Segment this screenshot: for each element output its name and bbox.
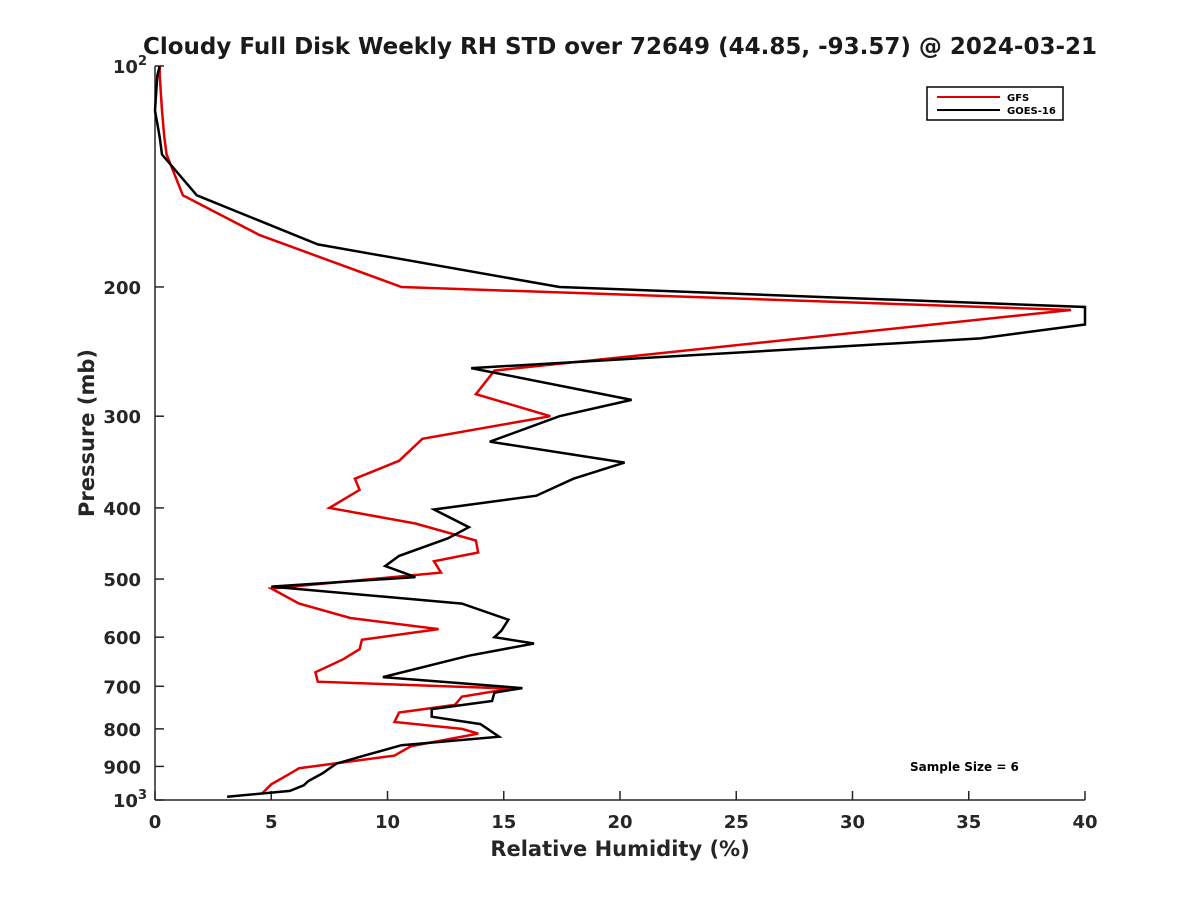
y-tick-label: 102 bbox=[113, 54, 147, 78]
y-tick-label: 200 bbox=[103, 278, 141, 299]
y-ticks: 102 200 300 400 500 600 700 800 900 103 bbox=[103, 54, 164, 812]
y-tick-label: 600 bbox=[103, 628, 141, 649]
sample-size-annotation: Sample Size = 6 bbox=[910, 760, 1019, 774]
y-tick-label: 700 bbox=[103, 677, 141, 698]
x-ticks: 0 5 10 15 20 25 30 35 40 bbox=[149, 791, 1098, 833]
legend-box bbox=[926, 86, 1064, 121]
x-tick-label: 30 bbox=[840, 812, 865, 833]
x-tick-label: 40 bbox=[1072, 812, 1097, 833]
x-tick-label: 0 bbox=[149, 812, 162, 833]
x-axis-label: Relative Humidity (%) bbox=[490, 837, 749, 861]
chart-title: Cloudy Full Disk Weekly RH STD over 7264… bbox=[143, 34, 1097, 60]
series-lines bbox=[153, 65, 1087, 799]
y-tick-label: 800 bbox=[103, 720, 141, 741]
x-tick-label: 25 bbox=[724, 812, 749, 833]
legend-label-goes16: GOES-16 bbox=[1007, 106, 1056, 117]
series-line-goes16 bbox=[153, 65, 1087, 799]
legend: GFS GOES-16 bbox=[926, 86, 1064, 121]
y-tick-label: 400 bbox=[103, 499, 141, 520]
y-tick-label: 103 bbox=[113, 788, 147, 812]
y-tick-label: 300 bbox=[103, 407, 141, 428]
y-tick-label: 900 bbox=[103, 757, 141, 778]
plot-frame bbox=[155, 66, 1085, 800]
x-tick-label: 35 bbox=[956, 812, 981, 833]
y-axis-label: Pressure (mb) bbox=[75, 349, 99, 517]
legend-label-gfs: GFS bbox=[1007, 93, 1029, 104]
plot-area bbox=[155, 66, 1085, 800]
x-tick-label: 15 bbox=[491, 812, 516, 833]
x-tick-label: 5 bbox=[265, 812, 278, 833]
x-tick-label: 10 bbox=[375, 812, 400, 833]
x-tick-label: 20 bbox=[607, 812, 632, 833]
y-tick-label: 500 bbox=[103, 570, 141, 591]
